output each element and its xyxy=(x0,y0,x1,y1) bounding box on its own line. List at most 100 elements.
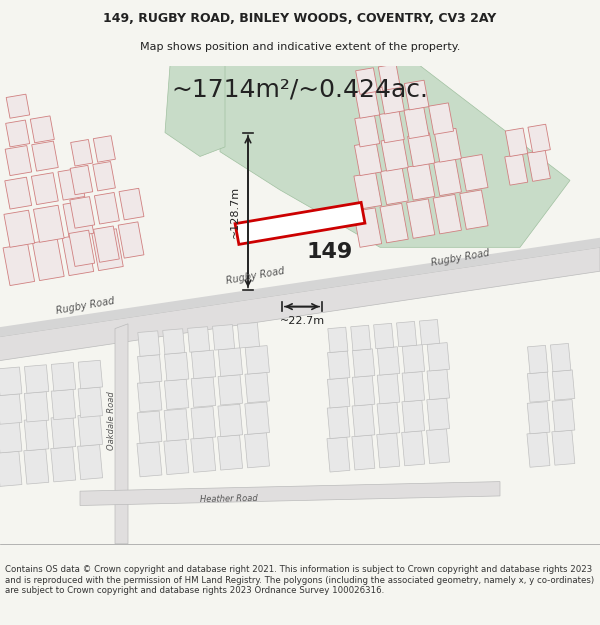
Polygon shape xyxy=(137,381,162,412)
Polygon shape xyxy=(402,400,425,432)
Polygon shape xyxy=(428,103,454,134)
Polygon shape xyxy=(552,399,575,432)
Polygon shape xyxy=(218,348,242,376)
Polygon shape xyxy=(434,159,461,196)
Text: ~22.7m: ~22.7m xyxy=(280,316,325,326)
Polygon shape xyxy=(379,111,404,142)
Polygon shape xyxy=(164,352,189,381)
Polygon shape xyxy=(380,168,408,204)
Polygon shape xyxy=(377,374,400,404)
Polygon shape xyxy=(30,116,55,142)
Polygon shape xyxy=(0,248,600,362)
Polygon shape xyxy=(191,350,216,379)
Polygon shape xyxy=(3,244,35,286)
Polygon shape xyxy=(407,164,435,200)
Polygon shape xyxy=(433,194,461,234)
Polygon shape xyxy=(24,418,49,451)
Polygon shape xyxy=(355,89,380,118)
Polygon shape xyxy=(5,177,32,209)
Polygon shape xyxy=(505,128,528,156)
Polygon shape xyxy=(5,120,29,147)
Polygon shape xyxy=(115,324,128,544)
Polygon shape xyxy=(377,347,400,375)
Text: Contains OS data © Crown copyright and database right 2021. This information is : Contains OS data © Crown copyright and d… xyxy=(5,566,595,595)
Polygon shape xyxy=(397,321,416,347)
Polygon shape xyxy=(163,329,185,354)
Text: Rugby Road: Rugby Road xyxy=(55,296,115,316)
Polygon shape xyxy=(379,64,400,91)
Polygon shape xyxy=(51,447,76,482)
Polygon shape xyxy=(164,409,189,441)
Polygon shape xyxy=(404,107,429,139)
Polygon shape xyxy=(137,442,162,477)
Text: ~128.7m: ~128.7m xyxy=(230,186,240,238)
Polygon shape xyxy=(188,327,210,352)
Text: Rugby Road: Rugby Road xyxy=(225,266,285,286)
Polygon shape xyxy=(25,365,49,393)
Polygon shape xyxy=(552,430,575,465)
Polygon shape xyxy=(164,379,189,409)
Polygon shape xyxy=(220,66,570,248)
Polygon shape xyxy=(245,432,269,468)
Polygon shape xyxy=(218,435,242,470)
Polygon shape xyxy=(0,367,22,396)
Polygon shape xyxy=(164,439,189,474)
Polygon shape xyxy=(352,376,375,406)
Polygon shape xyxy=(138,331,160,356)
Polygon shape xyxy=(352,404,375,436)
Polygon shape xyxy=(77,444,103,479)
Polygon shape xyxy=(427,342,449,371)
Polygon shape xyxy=(374,323,394,349)
Polygon shape xyxy=(527,372,550,402)
Polygon shape xyxy=(401,431,425,466)
Polygon shape xyxy=(328,351,350,379)
Polygon shape xyxy=(377,433,400,468)
Text: Rugby Road: Rugby Road xyxy=(430,248,490,269)
Polygon shape xyxy=(245,346,269,374)
Polygon shape xyxy=(427,398,449,430)
Polygon shape xyxy=(118,222,144,258)
Polygon shape xyxy=(238,322,260,348)
Polygon shape xyxy=(94,226,119,262)
Polygon shape xyxy=(427,429,449,464)
Polygon shape xyxy=(69,230,95,266)
Polygon shape xyxy=(51,416,76,448)
Polygon shape xyxy=(62,234,94,276)
Polygon shape xyxy=(78,360,103,389)
Polygon shape xyxy=(356,68,378,94)
Polygon shape xyxy=(0,451,22,486)
Polygon shape xyxy=(137,354,162,383)
Polygon shape xyxy=(427,369,449,399)
Polygon shape xyxy=(402,344,425,373)
Polygon shape xyxy=(354,173,382,209)
Polygon shape xyxy=(71,139,93,166)
Polygon shape xyxy=(351,325,371,351)
Text: Map shows position and indicative extent of the property.: Map shows position and indicative extent… xyxy=(140,42,460,52)
Polygon shape xyxy=(380,203,408,243)
Polygon shape xyxy=(380,84,404,114)
Polygon shape xyxy=(94,136,115,162)
Polygon shape xyxy=(94,192,119,224)
Polygon shape xyxy=(70,166,93,195)
Polygon shape xyxy=(93,161,115,191)
Polygon shape xyxy=(165,66,225,156)
Text: 149, RUGBY ROAD, BINLEY WOODS, COVENTRY, CV3 2AY: 149, RUGBY ROAD, BINLEY WOODS, COVENTRY,… xyxy=(103,12,497,25)
Polygon shape xyxy=(528,124,550,152)
Polygon shape xyxy=(353,208,382,248)
Polygon shape xyxy=(505,154,528,185)
Polygon shape xyxy=(352,435,375,470)
Polygon shape xyxy=(552,370,575,400)
Polygon shape xyxy=(327,437,350,472)
Polygon shape xyxy=(327,406,350,439)
Polygon shape xyxy=(381,138,408,171)
Polygon shape xyxy=(419,319,440,345)
Polygon shape xyxy=(80,482,500,506)
Polygon shape xyxy=(51,389,76,420)
Polygon shape xyxy=(527,346,548,374)
Polygon shape xyxy=(63,200,94,238)
Polygon shape xyxy=(6,94,29,118)
Polygon shape xyxy=(70,197,95,228)
Polygon shape xyxy=(0,394,22,424)
Polygon shape xyxy=(191,437,216,472)
Polygon shape xyxy=(527,432,550,468)
